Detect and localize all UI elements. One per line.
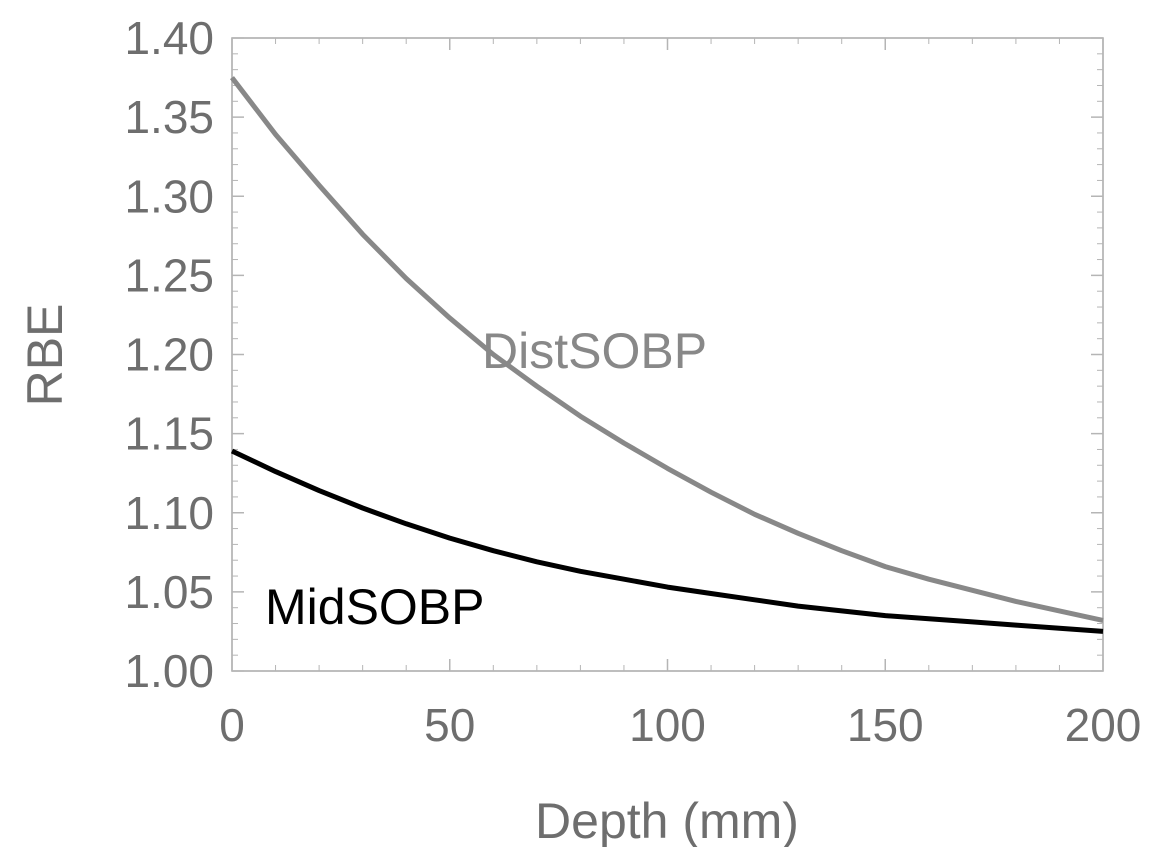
axis-ticks — [231, 37, 1104, 672]
series-line-distsobp — [230, 76, 1104, 623]
y-tick-label: 1.25 — [124, 249, 214, 301]
series-label-distsobp: DistSOBP — [482, 323, 707, 379]
y-tick-label: 1.35 — [124, 91, 214, 143]
series-label-midsobp: MidSOBP — [265, 579, 485, 635]
y-tick-label: 1.20 — [124, 329, 214, 381]
y-tick-label: 1.05 — [124, 566, 214, 618]
series-lines — [230, 76, 1104, 634]
y-tick-label: 1.10 — [124, 487, 214, 539]
x-axis-title: Depth (mm) — [535, 793, 799, 847]
y-tick-label: 1.15 — [124, 408, 214, 460]
x-tick-label: 200 — [1065, 699, 1142, 751]
y-axis-title: RBE — [17, 304, 73, 407]
x-tick-label: 150 — [847, 699, 924, 751]
x-tick-label: 100 — [629, 699, 706, 751]
series-line-midsobp — [230, 448, 1104, 634]
x-tick-label: 0 — [219, 699, 245, 751]
y-tick-label: 1.30 — [124, 170, 214, 222]
x-tick-label: 50 — [424, 699, 475, 751]
tick-labels: 0 50 100 150 200 1.00 1.05 1.10 1.15 1.20 1.25 1.30… — [124, 12, 1141, 751]
y-tick-label: 1.40 — [124, 12, 214, 64]
y-tick-label: 1.00 — [124, 645, 214, 697]
